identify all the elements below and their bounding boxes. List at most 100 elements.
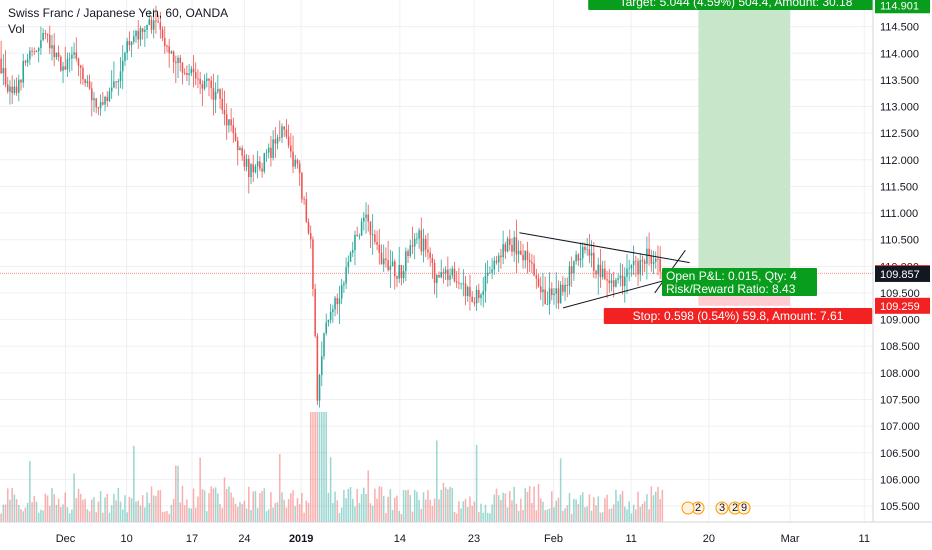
candle-body [232, 125, 235, 134]
volume-bar [601, 512, 604, 522]
price-tick-label: 108.500 [880, 341, 920, 353]
volume-bar [166, 510, 168, 522]
time-tick-label: 17 [186, 533, 198, 545]
volume-bar [351, 498, 354, 522]
candle-body [316, 335, 319, 401]
volume-bar [325, 412, 327, 522]
volume-bar [150, 486, 153, 522]
candle-body [210, 80, 212, 89]
volume-bar [22, 511, 24, 522]
candle-body [650, 255, 653, 264]
volume-bar [265, 511, 268, 522]
event-marker-dot[interactable] [681, 501, 695, 515]
candle-body [570, 266, 573, 274]
volume-bar [239, 502, 241, 522]
event-marker[interactable]: 9 [737, 501, 751, 515]
volume-bar [179, 502, 182, 522]
candle-body [612, 280, 615, 287]
volume-bar [548, 508, 551, 522]
price-tick-label: 113.500 [880, 75, 919, 87]
volume-bar [181, 485, 184, 522]
candle-body [298, 163, 301, 173]
volume-bar [528, 486, 531, 522]
candle-body [363, 217, 365, 222]
volume-bar [137, 500, 139, 522]
volume-bar [128, 496, 131, 522]
volume-bar [347, 488, 350, 522]
volume-bar [232, 497, 235, 522]
volume-bar [643, 501, 646, 522]
volume-bar [57, 498, 60, 522]
volume-bar [595, 505, 597, 522]
event-marker[interactable]: 3 [715, 501, 729, 515]
volume-bar [546, 509, 549, 522]
candle-body [161, 29, 164, 38]
time-tick-label: 24 [238, 533, 250, 545]
volume-bar [168, 513, 170, 522]
volume-bar [570, 513, 573, 522]
candle-body [654, 258, 657, 262]
candle-body [121, 60, 124, 72]
volume-bar [363, 487, 365, 522]
volume-bar [562, 510, 564, 522]
volume-bar [391, 509, 394, 522]
volume-bar [208, 493, 210, 522]
candle-body [599, 264, 602, 278]
price-tick-label: 109.000 [880, 315, 920, 327]
volume-bar [444, 487, 447, 522]
triangle-upper-line[interactable] [519, 232, 690, 264]
volume-bar [46, 495, 49, 522]
volume-bar [604, 498, 606, 522]
candle-body [378, 244, 381, 253]
stop-label: Stop: 0.598 (0.54%) 59.8, Amount: 7.61 [603, 308, 873, 324]
candle-body [110, 87, 113, 92]
time-axis[interactable]: Dec 10 17 24 2019 14 23 Feb 11 20 Mar 11 [0, 521, 932, 550]
candle-body [380, 252, 383, 265]
price-tick-label: 112.500 [880, 128, 919, 140]
candle-body [511, 244, 513, 252]
volume-bar [29, 461, 31, 522]
candle-body [555, 288, 557, 294]
candle-body [637, 261, 639, 275]
volume-bar [321, 412, 323, 522]
volume-bar [624, 506, 626, 522]
time-tick-label: 11 [859, 533, 870, 545]
volume-bar [201, 489, 204, 522]
volume-bar [436, 440, 438, 522]
candle-body [535, 275, 538, 279]
volume-bar [113, 493, 115, 522]
candle-body [6, 84, 9, 92]
volume-bar [442, 482, 445, 522]
volume-bar [121, 509, 124, 522]
volume-bar [197, 496, 199, 522]
volume-bar [263, 488, 266, 522]
volume-bar [117, 488, 120, 522]
target-label-bg [588, 0, 884, 10]
volume-bar [248, 486, 250, 522]
candle-body [82, 67, 84, 80]
candle-body [526, 250, 529, 261]
volume-bar [15, 499, 18, 522]
event-marker[interactable]: 2 [728, 501, 742, 515]
candle-body [212, 88, 215, 100]
volume-bar [380, 486, 383, 522]
volume-bar [422, 492, 425, 522]
volume-bar [429, 499, 431, 522]
candle-body [630, 265, 633, 269]
price-axis[interactable]: 105.500 106.000 106.500 107.000 107.500 108.0… [872, 0, 932, 550]
candle-body [88, 81, 91, 89]
volume-bar [126, 512, 128, 522]
candle-body [575, 254, 577, 262]
candle-body [230, 119, 232, 126]
candle-body [20, 79, 22, 83]
candle-body [374, 234, 376, 243]
candle-body [51, 45, 53, 49]
volume-bar [654, 491, 657, 522]
volume-bar [53, 494, 55, 522]
candle-body [336, 298, 339, 305]
volume-bar [551, 491, 553, 522]
candle-body [391, 261, 394, 267]
volume-bar [612, 504, 615, 522]
